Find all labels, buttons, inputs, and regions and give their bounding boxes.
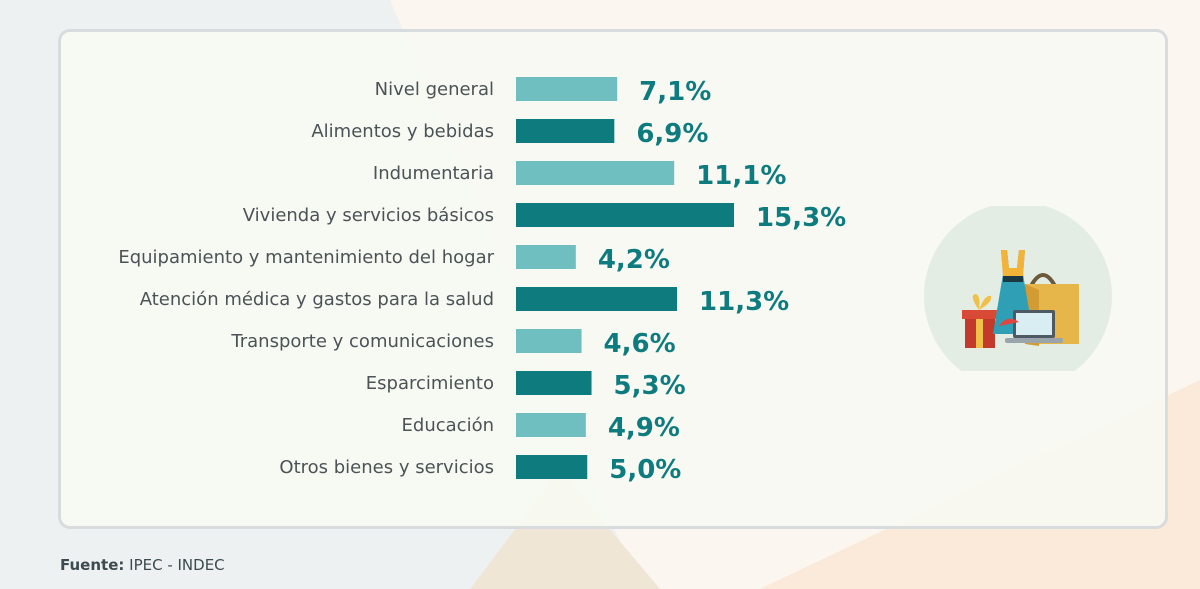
bar — [516, 119, 615, 143]
category-label: Transporte y comunicaciones — [230, 331, 494, 352]
shopping-illustration-icon — [924, 206, 1112, 371]
bar — [516, 245, 576, 269]
bar — [516, 413, 586, 437]
category-label: Nivel general — [375, 79, 494, 100]
data-label: 11,3% — [699, 287, 789, 317]
category-label: Educación — [402, 415, 494, 436]
data-label: 4,2% — [598, 245, 670, 275]
data-label: 11,1% — [696, 161, 786, 191]
source-label: Fuente: — [60, 556, 125, 574]
bar — [516, 371, 592, 395]
category-label: Indumentaria — [373, 163, 494, 184]
category-label: Esparcimiento — [366, 373, 494, 394]
bar — [516, 77, 618, 101]
category-label: Alimentos y bebidas — [311, 121, 494, 142]
bar — [516, 287, 678, 311]
category-label: Equipamiento y mantenimiento del hogar — [118, 247, 494, 268]
category-label: Vivienda y servicios básicos — [243, 205, 494, 226]
data-label: 15,3% — [756, 203, 846, 233]
source-note: Fuente: IPEC - INDEC — [60, 556, 225, 574]
data-label: 4,9% — [608, 413, 680, 443]
source-text: IPEC - INDEC — [124, 556, 225, 574]
data-label: 4,6% — [604, 329, 676, 359]
bar — [516, 203, 735, 227]
category-label: Atención médica y gastos para la salud — [140, 289, 494, 310]
data-label: 6,9% — [636, 119, 708, 149]
data-label: 5,3% — [614, 371, 686, 401]
category-label: Otros bienes y servicios — [279, 457, 494, 478]
bar — [516, 161, 675, 185]
bar — [516, 455, 588, 479]
bar — [516, 329, 582, 353]
data-label: 7,1% — [639, 77, 711, 107]
data-label: 5,0% — [609, 455, 681, 485]
